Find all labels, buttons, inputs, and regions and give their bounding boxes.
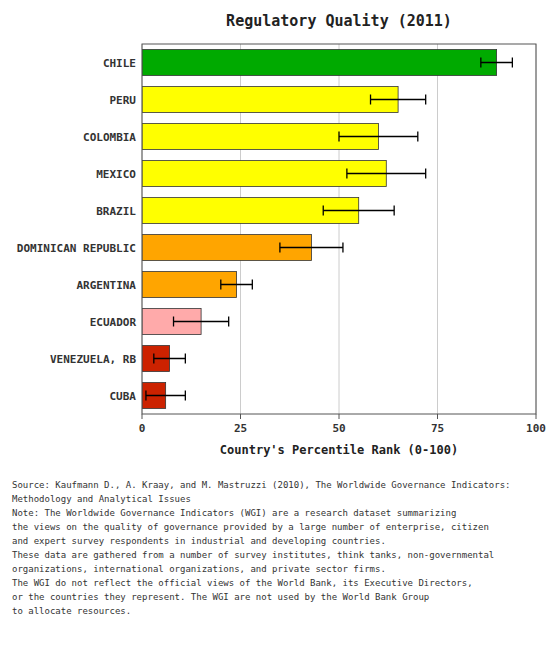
annotation: the views on the quality of governance p… bbox=[12, 522, 489, 532]
annotation: to allocate resources. bbox=[12, 606, 131, 616]
error-cap bbox=[228, 317, 229, 327]
error-cap bbox=[342, 243, 343, 253]
error-line bbox=[174, 321, 229, 322]
tick-mark bbox=[142, 414, 143, 419]
annotation: Source: Kaufmann D., A. Kraay, and M. Ma… bbox=[12, 480, 511, 490]
error-bar bbox=[154, 354, 186, 364]
error-cap bbox=[252, 280, 253, 290]
error-bar bbox=[347, 169, 426, 179]
error-cap bbox=[480, 58, 481, 68]
bar bbox=[142, 87, 398, 113]
error-bar bbox=[323, 206, 394, 216]
category-label: DOMINICAN REPUBLIC bbox=[17, 242, 136, 255]
annotation: The WGI do not reflect the official view… bbox=[12, 578, 473, 588]
annotation: or the countries they represent. The WGI… bbox=[12, 592, 429, 602]
tick-label: 50 bbox=[332, 422, 345, 435]
error-cap bbox=[417, 132, 418, 142]
error-bar bbox=[280, 243, 343, 253]
error-cap bbox=[425, 95, 426, 105]
tick-label: 25 bbox=[234, 422, 247, 435]
annotation: Methodology and Analytical Issues bbox=[12, 494, 191, 504]
error-cap bbox=[185, 354, 186, 364]
category-label: PERU bbox=[110, 94, 137, 107]
annotation: organizations, international organizatio… bbox=[12, 564, 386, 574]
error-bar bbox=[146, 391, 185, 401]
bar bbox=[142, 50, 497, 76]
tick-label: 75 bbox=[431, 422, 444, 435]
plot-frame bbox=[142, 44, 536, 414]
error-cap bbox=[173, 317, 174, 327]
tick-label: 100 bbox=[526, 422, 546, 435]
notes: Source: Kaufmann D., A. Kraay, and M. Ma… bbox=[12, 480, 511, 616]
error-cap bbox=[425, 169, 426, 179]
grid-line bbox=[437, 44, 438, 414]
category-label: CUBA bbox=[110, 390, 137, 403]
x-axis-label: Country's Percentile Rank (0-100) bbox=[220, 443, 458, 457]
error-line bbox=[323, 210, 394, 211]
grid bbox=[142, 44, 536, 414]
annotation: These data are gathered from a number of… bbox=[12, 550, 494, 560]
category-label: MEXICO bbox=[96, 168, 136, 181]
tick-label: 0 bbox=[139, 422, 146, 435]
error-line bbox=[221, 284, 253, 285]
chart: Regulatory Quality (2011) 0 25 50 75 100 CHILE… bbox=[0, 0, 560, 646]
error-cap bbox=[338, 132, 339, 142]
error-line bbox=[280, 247, 343, 248]
error-bar bbox=[174, 317, 229, 327]
error-cap bbox=[323, 206, 324, 216]
error-bar bbox=[371, 95, 426, 105]
tick-mark bbox=[240, 414, 241, 419]
error-line bbox=[481, 62, 513, 63]
error-line bbox=[339, 136, 418, 137]
error-cap bbox=[220, 280, 221, 290]
tick-mark bbox=[536, 414, 537, 419]
error-line bbox=[371, 99, 426, 100]
tick-mark bbox=[339, 414, 340, 419]
annotation: and expert survey respondents in industr… bbox=[12, 536, 386, 546]
error-cap bbox=[512, 58, 513, 68]
error-cap bbox=[394, 206, 395, 216]
category-label: VENEZUELA, RB bbox=[50, 353, 136, 366]
category-label: COLOMBIA bbox=[83, 131, 136, 144]
error-cap bbox=[185, 391, 186, 401]
error-cap bbox=[153, 354, 154, 364]
bars bbox=[142, 50, 512, 409]
error-line bbox=[146, 395, 185, 396]
category-label: ECUADOR bbox=[90, 316, 137, 329]
category-label: CHILE bbox=[103, 57, 136, 70]
error-line bbox=[347, 173, 426, 174]
error-line bbox=[154, 358, 186, 359]
error-bar bbox=[339, 132, 418, 142]
error-cap bbox=[370, 95, 371, 105]
error-cap bbox=[279, 243, 280, 253]
error-bar bbox=[221, 280, 253, 290]
category-label: BRAZIL bbox=[96, 205, 136, 218]
annotation: Note: The Worldwide Governance Indicator… bbox=[12, 508, 456, 518]
category-label: ARGENTINA bbox=[76, 279, 136, 292]
error-cap bbox=[145, 391, 146, 401]
error-cap bbox=[346, 169, 347, 179]
error-bar bbox=[481, 58, 513, 68]
title: Regulatory Quality (2011) bbox=[226, 12, 452, 30]
tick-mark bbox=[437, 414, 438, 419]
